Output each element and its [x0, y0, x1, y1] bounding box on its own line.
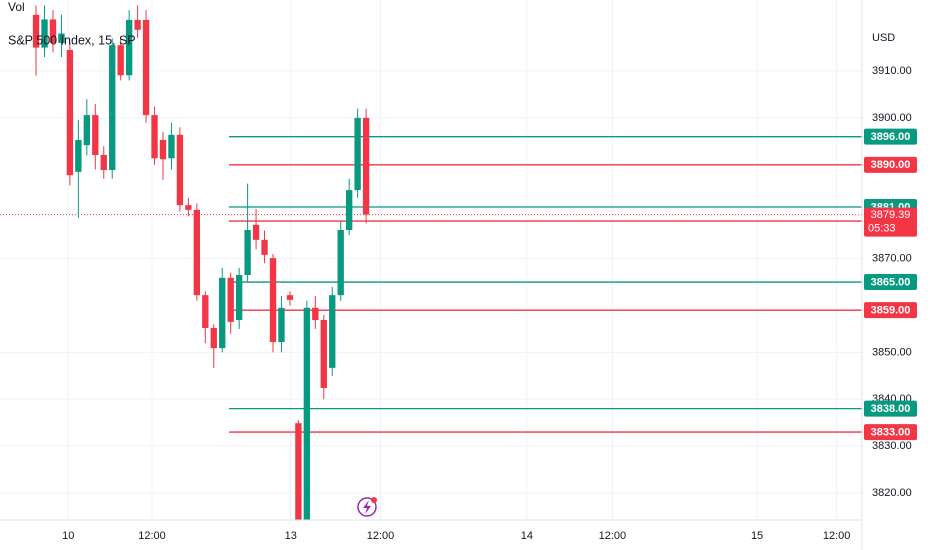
countdown-label: 05:33: [868, 222, 896, 234]
level-tag-label: 3896.00: [871, 131, 911, 143]
candle-body: [295, 423, 302, 520]
y-tick-label: 3910.00: [872, 65, 912, 77]
price-tags: 3896.003890.003881.003878.003865.003859.…: [864, 128, 917, 441]
candle-body: [362, 117, 370, 215]
candle-body: [176, 134, 184, 206]
level-tag-label: 3838.00: [871, 403, 911, 415]
levels: [0, 136, 862, 433]
x-tick-label: 10: [62, 530, 74, 542]
level-tag: [864, 274, 917, 291]
candle-body: [100, 154, 107, 170]
candle-body: [49, 19, 57, 43]
level-tag-label: 3865.00: [871, 276, 911, 288]
candle-body: [244, 229, 251, 276]
level-tag: [864, 400, 917, 417]
candle-body: [235, 275, 243, 321]
x-tick-label: 14: [521, 530, 533, 542]
candle-body: [219, 277, 226, 349]
candle-body: [41, 19, 48, 48]
y-tick-label: 3850.00: [872, 346, 912, 358]
candle-body: [83, 115, 90, 146]
x-tick-label: 12:00: [367, 530, 395, 542]
candle-body: [134, 19, 141, 30]
candle-body: [202, 295, 209, 328]
level-tag-label: 3833.00: [871, 426, 911, 438]
candle-body: [92, 115, 99, 155]
x-tick-label: 12:00: [599, 530, 627, 542]
y-tick-label: 3830.00: [872, 440, 912, 452]
level-tag: [864, 302, 917, 319]
x-tick-label: 12:00: [138, 530, 166, 542]
candle-body: [252, 224, 260, 240]
candle-body: [66, 49, 74, 176]
candle-body: [193, 209, 201, 296]
x-tick-label: 15: [751, 530, 763, 542]
candle-body: [75, 139, 82, 172]
candle-body: [32, 14, 40, 48]
x-tick-label: 12:00: [823, 530, 851, 542]
y-tick-label: 3870.00: [872, 252, 912, 264]
candle-body: [303, 307, 311, 520]
lightning-icon: [357, 497, 377, 517]
candle-body: [354, 117, 361, 191]
candle-body: [58, 33, 65, 43]
volume-label: Vol: [8, 0, 25, 14]
candle-body: [142, 19, 150, 116]
candle-body: [329, 295, 336, 368]
candle-body: [210, 327, 217, 349]
currency-label: USD: [872, 32, 895, 44]
candles: [32, 5, 370, 520]
level-tag: [864, 156, 917, 173]
candle-body: [117, 45, 124, 76]
last-price-tag: [864, 207, 917, 237]
last-price-label: 3879.39: [871, 209, 911, 221]
candle-body: [320, 320, 327, 389]
candle-body: [286, 295, 294, 300]
candle-body: [109, 45, 116, 170]
candle-body: [168, 134, 175, 159]
candle-body: [312, 307, 319, 321]
level-tag-label: 3890.00: [871, 159, 911, 171]
candle-body: [278, 307, 285, 343]
chart-title: S&P 500 Index, 15, SP: [8, 33, 136, 47]
level-tag-label: 3859.00: [871, 305, 911, 317]
level-tag: [864, 128, 917, 145]
candle-body: [185, 205, 192, 210]
candle-body: [159, 139, 167, 160]
grid: [0, 0, 862, 520]
candle-body: [337, 229, 344, 296]
candle-body: [345, 190, 353, 230]
candle-body: [269, 258, 277, 343]
candle-body: [227, 277, 234, 322]
y-tick-label: 3900.00: [872, 112, 912, 124]
level-tag: [864, 424, 917, 441]
candle-body: [125, 19, 133, 76]
candle-body: [261, 239, 268, 255]
candle-body: [151, 115, 158, 159]
x-tick-label: 13: [285, 530, 297, 542]
y-tick-label: 3820.00: [872, 487, 912, 499]
